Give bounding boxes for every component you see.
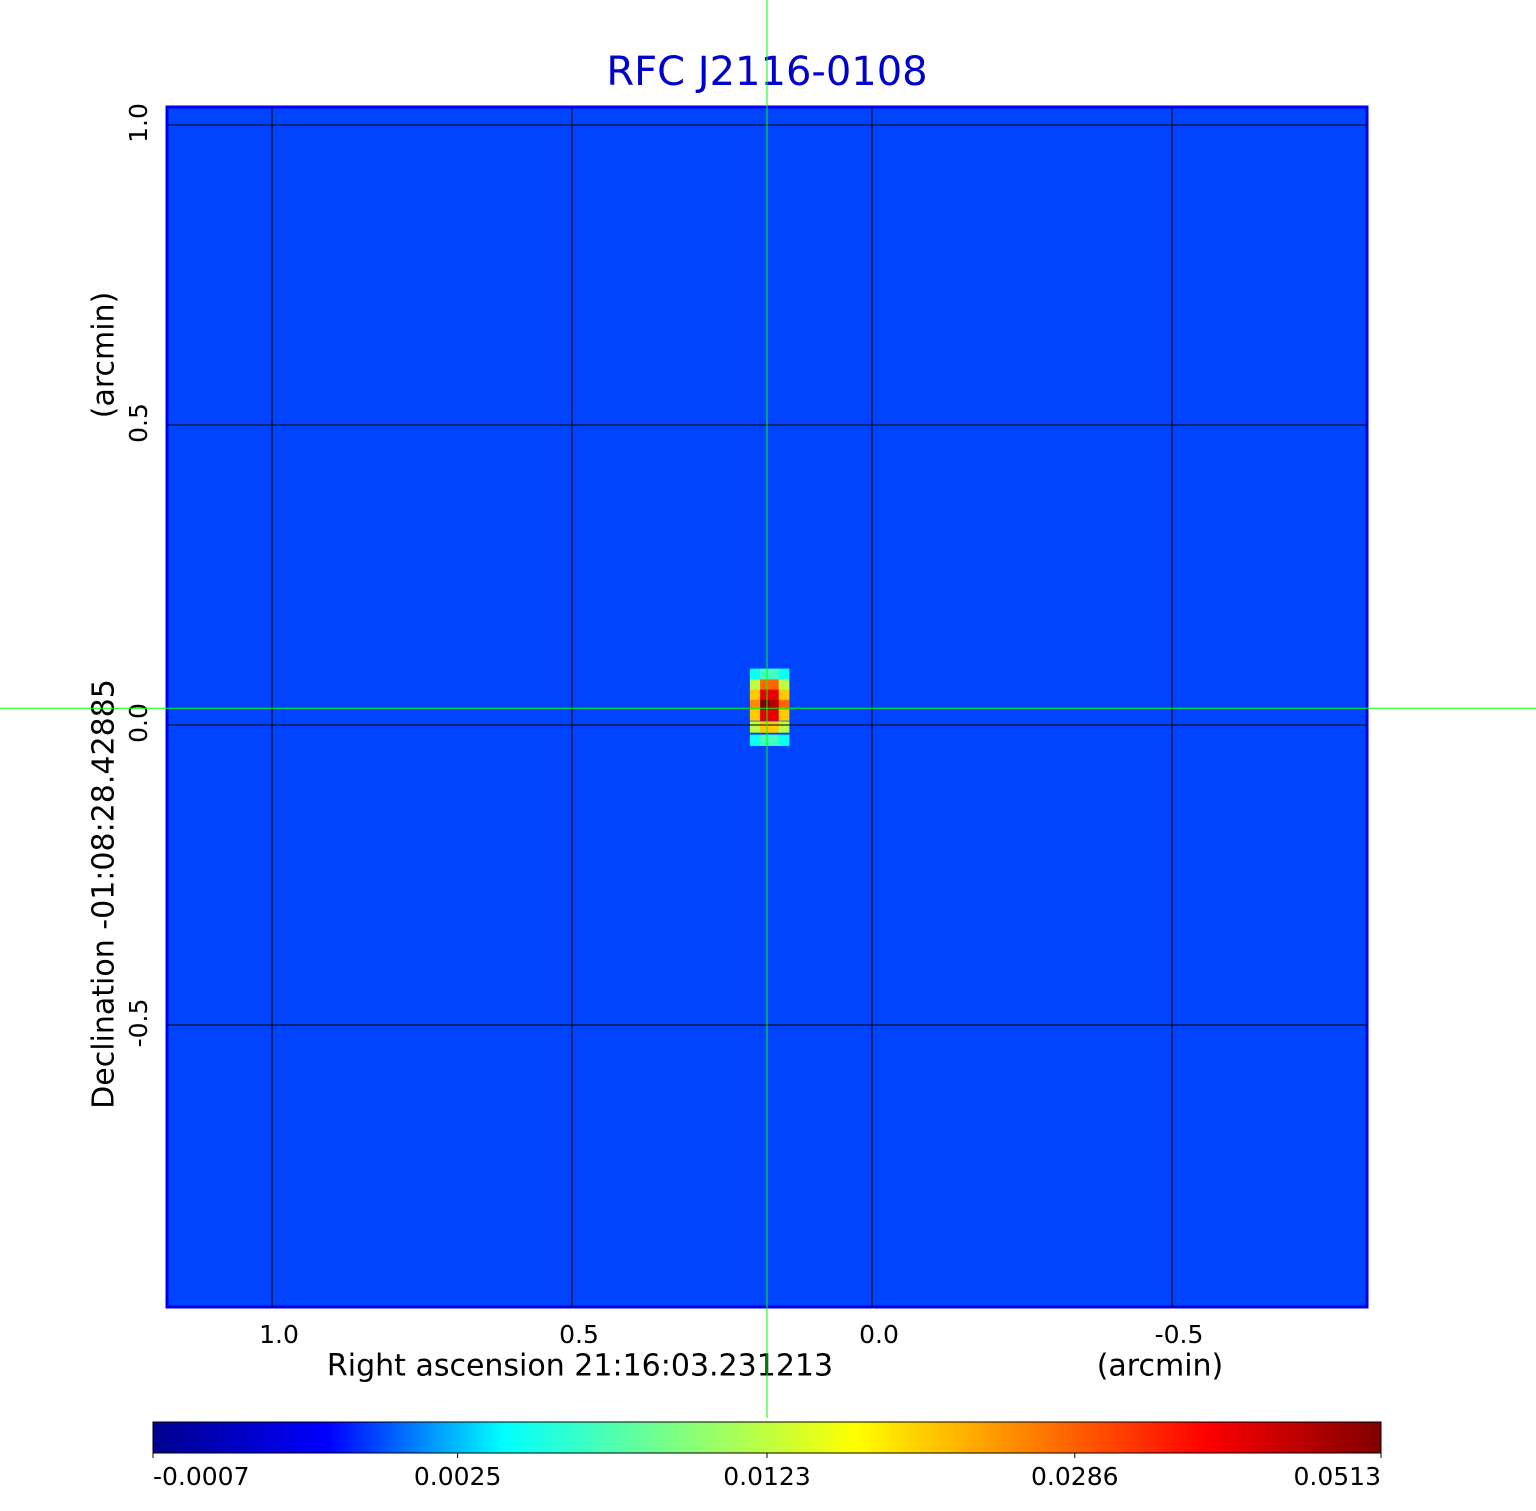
pixel [769,689,781,701]
pixel [778,668,790,680]
pixel [760,709,771,721]
pixel [769,668,781,680]
pixel [749,721,761,733]
colorbar-tick-label: 0.0286 [1031,1462,1118,1491]
pixel [769,721,781,733]
pixel [749,699,761,712]
colorbar-tick-label: 0.0025 [414,1462,501,1491]
x-tick-label: 0.0 [859,1320,899,1349]
pixel [778,721,790,733]
pixel [749,679,761,691]
x-tick-label: 1.0 [259,1320,299,1349]
pixel [749,668,761,680]
x-axis-label: Right ascension 21:16:03.231213 [327,1349,833,1384]
pixel [778,699,790,712]
pixel [760,734,771,746]
y-tick-label: 1.0 [124,103,153,143]
colorbar-tick-label: 0.0123 [723,1462,810,1491]
pixel [769,679,781,691]
y-tick-label: 0.0 [124,703,153,743]
pixel [749,709,761,721]
pixel [769,734,781,746]
pixel [760,689,771,701]
pixel [769,709,781,721]
pixel [760,721,771,733]
y-tick-label: -0.5 [124,999,153,1048]
x-tick-label: 0.5 [559,1320,599,1349]
x-axis-unit: (arcmin) [1097,1349,1224,1384]
pixel [778,709,790,721]
x-tick-label: -0.5 [1155,1320,1204,1349]
pixel [778,679,790,691]
pixel [760,679,771,691]
pixel [760,668,771,680]
pixel [760,699,771,712]
y-axis-label: Declination -01:08:28.42885 [87,679,122,1109]
colorbar-tick-label: -0.0007 [153,1462,250,1491]
y-axis-unit: (arcmin) [87,292,122,419]
pixel [749,734,761,746]
colorbar [152,1421,1382,1454]
pixel [778,689,790,701]
y-tick-label: 0.5 [124,403,153,443]
pixel [769,699,781,712]
pixel [778,734,790,746]
pixel [749,689,761,701]
colorbar-tick-label: 0.0513 [1294,1462,1381,1491]
